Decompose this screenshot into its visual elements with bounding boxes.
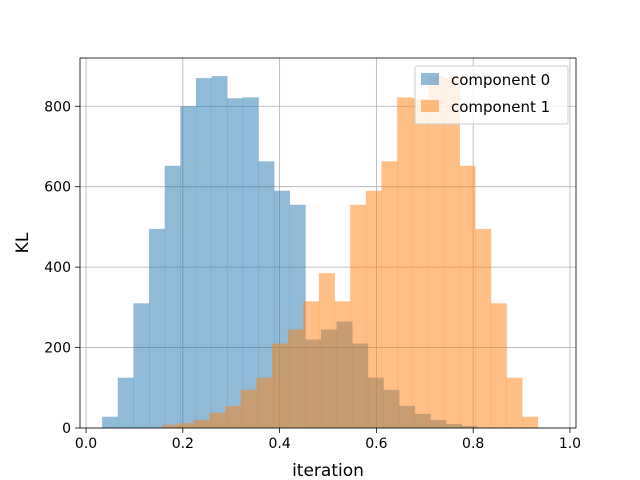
y-axis-ticks: 0 200 400 600 800 [44,99,80,437]
histogram-bar-component-0 [258,161,275,428]
histogram-bar-component-1 [443,78,460,428]
histogram-bar-component-1 [475,228,492,428]
histogram-bar-component-1 [428,76,445,428]
histogram-bars [102,76,539,429]
y-tick-label: 200 [44,341,71,357]
histogram-bar-component-1 [506,377,523,428]
histogram-bar-component-1 [225,405,242,428]
y-tick-label: 600 [44,180,71,196]
x-tick-label: 0.0 [75,436,97,452]
histogram-bar-component-1 [162,424,179,428]
histogram-bar-component-1 [178,423,195,428]
x-tick-label: 0.6 [365,436,387,452]
histogram-bar-component-0 [164,165,181,429]
histogram-bar-component-1 [412,98,429,428]
x-axis-label: iteration [292,461,364,480]
legend-label-component-0: component 0 [451,71,550,89]
legend-label-component-1: component 1 [451,98,550,116]
histogram-bar-component-1 [318,273,335,428]
histogram-bar-component-1 [397,97,414,429]
x-tick-label: 1.0 [559,436,581,452]
y-tick-label: 800 [44,99,71,115]
histogram-bar-component-1 [334,301,351,428]
legend-swatch-component-0 [421,73,439,85]
histogram-bar-component-0 [180,106,197,429]
histogram-bar-component-0 [102,416,119,428]
histogram-bar-component-1 [193,419,210,428]
histogram-bar-component-1 [490,303,507,428]
histogram-bar-component-1 [256,377,273,428]
x-axis-ticks: 0.0 0.2 0.4 0.6 0.8 1.0 [75,428,581,452]
x-tick-label: 0.4 [268,436,290,452]
histogram-bar-component-1 [209,412,226,428]
histogram-bar-component-0 [117,377,134,428]
histogram-bar-component-1 [381,161,398,428]
histogram-bar-component-0 [149,228,165,428]
histogram-bar-component-1 [303,301,320,428]
histogram-bar-component-1 [522,416,539,428]
histogram-bar-component-0 [133,303,150,428]
histogram-bar-component-1 [240,389,257,428]
histogram-bar-component-1 [365,190,382,428]
plot-frame [79,57,577,429]
legend-swatch-component-1 [421,100,439,112]
histogram-bar-component-1 [272,343,288,428]
legend: component 0 component 1 [414,65,569,125]
legend-box [414,65,569,125]
y-tick-label: 0 [62,421,71,437]
histogram-bar-component-1 [350,204,367,428]
histogram-bar-component-0 [227,98,244,428]
histogram-bar-component-0 [242,97,259,429]
y-tick-label: 400 [44,260,71,276]
histogram-bar-component-0 [195,78,212,428]
histogram-bar-component-1 [459,165,476,429]
x-tick-label: 0.2 [172,436,194,452]
histogram-bar-component-0 [211,76,228,428]
x-tick-label: 0.8 [462,436,484,452]
histogram-bar-component-1 [287,329,304,428]
y-axis-label: KL [13,232,33,253]
